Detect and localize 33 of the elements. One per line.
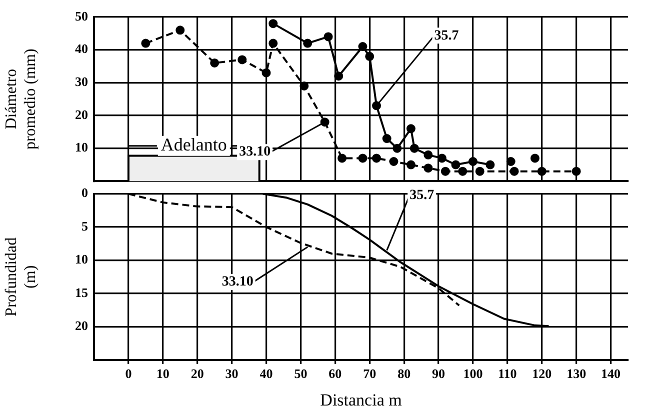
- x-tick-label: 70: [363, 366, 376, 382]
- annotation: 35.7: [410, 188, 434, 203]
- y-tick-label: 5: [82, 218, 88, 234]
- x-tick-label: 40: [260, 366, 273, 382]
- x-tick-label: 120: [532, 366, 552, 382]
- y-tick-label: 20: [75, 318, 88, 334]
- x-axis-title: Distancia m: [320, 390, 402, 410]
- y-tick-label: 10: [75, 252, 88, 267]
- x-tick-label: 130: [566, 366, 586, 382]
- y-tick-label: 30: [75, 74, 88, 90]
- annotation: 33.10: [239, 144, 271, 160]
- band-label: Adelanto: [160, 134, 227, 155]
- x-tick-label: 60: [328, 366, 342, 382]
- y-tick-label: 20: [75, 106, 88, 122]
- y-tick-label: 40: [75, 41, 88, 56]
- y-tick-label: 50: [75, 8, 88, 24]
- annotation: 35.7: [434, 28, 459, 44]
- x-tick-label: 90: [432, 366, 446, 382]
- x-tick-label: 30: [225, 366, 238, 382]
- x-tick-label: 110: [498, 366, 517, 382]
- annotation: 33.10: [222, 274, 254, 290]
- x-tick-label: 50: [294, 366, 308, 382]
- y-tick-label: 10: [75, 140, 88, 155]
- x-tick-label: 10: [156, 366, 170, 382]
- x-tick-label: 140: [601, 366, 621, 382]
- x-tick-label: 20: [190, 366, 204, 382]
- x-tick-label: 100: [463, 366, 483, 382]
- y-axis-title: Diámetro promedio (mm): [2, 48, 40, 150]
- y-axis-title: Profundidad (m): [2, 237, 40, 316]
- x-tick-label: 0: [125, 366, 132, 382]
- x-tick-label: 80: [398, 366, 411, 382]
- y-tick-label: 0: [82, 185, 88, 200]
- y-tick-label: 15: [75, 284, 88, 300]
